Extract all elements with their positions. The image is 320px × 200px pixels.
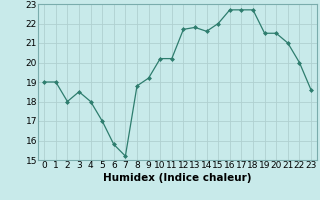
X-axis label: Humidex (Indice chaleur): Humidex (Indice chaleur): [103, 173, 252, 183]
